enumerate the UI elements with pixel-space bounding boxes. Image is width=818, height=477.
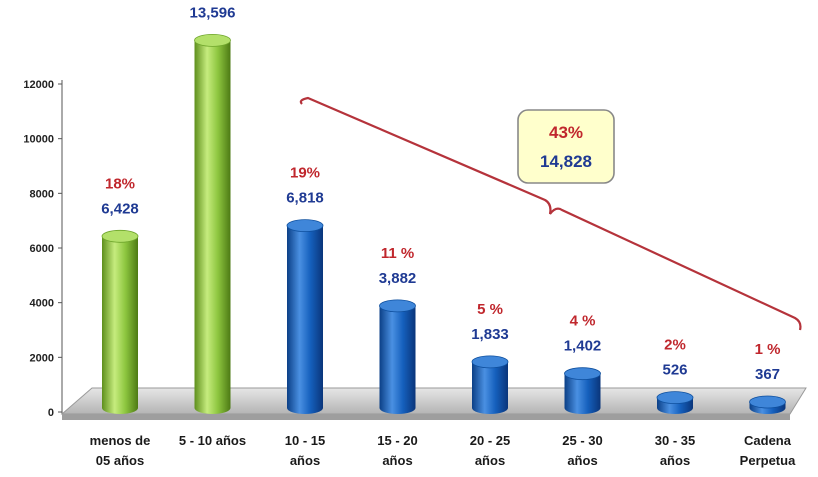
category-label: Perpetua [740, 453, 796, 468]
bar-body [564, 373, 601, 414]
category-label: años [567, 453, 597, 468]
bar-top [194, 33, 231, 47]
percent-label: 1 % [755, 341, 781, 358]
y-axis: 0 2000 4000 6000 8000 10000 12000 [23, 79, 63, 419]
percent-label: 5 % [477, 301, 503, 318]
category-label: Cadena [744, 433, 792, 448]
y-tick-label: 6000 [30, 243, 54, 255]
y-tick-label: 8000 [30, 188, 54, 200]
value-label: 526 [662, 362, 687, 379]
value-label: 3,882 [379, 270, 417, 287]
bar [656, 391, 694, 414]
bar [194, 33, 231, 414]
bar-top [379, 299, 416, 313]
percent-label: 11 % [381, 245, 414, 262]
bar-body [472, 361, 508, 414]
category-label: 25 - 30 [562, 433, 602, 448]
category-label: 05 años [96, 453, 144, 468]
value-label: 1,402 [564, 338, 602, 355]
callout-percent: 43% [549, 123, 583, 142]
callout: 43% 14,828 [299, 96, 802, 331]
bar [101, 229, 139, 414]
y-tick-label: 0 [48, 407, 54, 419]
bar-body [194, 40, 231, 414]
bar [564, 367, 601, 414]
category-label: años [382, 453, 412, 468]
category-label: 20 - 25 [470, 433, 510, 448]
value-label: 367 [755, 366, 780, 383]
bar-body [102, 236, 138, 414]
bar [471, 355, 509, 414]
bar [749, 395, 786, 414]
bar-top [564, 367, 601, 381]
bars [101, 33, 786, 414]
floor-top [60, 387, 807, 415]
bar [286, 219, 324, 414]
category-label: años [290, 453, 320, 468]
percent-label: 19% [290, 165, 320, 182]
value-label: 13,596 [190, 4, 236, 21]
category-label: 10 - 15 [285, 433, 325, 448]
y-tick-label: 4000 [30, 298, 54, 310]
chart-floor [60, 387, 807, 420]
bar-top [286, 219, 324, 233]
value-label: 6,428 [101, 200, 139, 217]
percent-label: 18% [105, 175, 135, 192]
y-tick-label: 10000 [23, 134, 54, 146]
bar-top [471, 355, 509, 369]
category-label: 30 - 35 [655, 433, 695, 448]
callout-box [517, 109, 615, 184]
category-label: 5 - 10 años [179, 433, 246, 448]
y-tick-label: 2000 [30, 352, 54, 364]
bar-top [101, 229, 139, 243]
x-axis-labels: menos de 05 años 5 - 10 años 10 - 15 años 15 … [90, 433, 796, 468]
bar-top [656, 391, 694, 405]
bar [379, 299, 416, 414]
group-brace [299, 96, 802, 331]
bar-body [379, 305, 416, 414]
callout-value: 14,828 [540, 152, 592, 171]
category-label: menos de [90, 433, 151, 448]
percent-label: 4 % [570, 313, 596, 330]
y-tick-label: 12000 [23, 79, 54, 91]
floor-edge [62, 414, 790, 420]
percent-label: 2% [664, 337, 686, 354]
category-label: años [660, 453, 690, 468]
bar-top [749, 395, 786, 409]
category-label: años [475, 453, 505, 468]
category-label: 15 - 20 [377, 433, 417, 448]
value-label: 6,818 [286, 190, 324, 207]
bar-body [287, 225, 323, 414]
value-label: 1,833 [471, 326, 509, 343]
